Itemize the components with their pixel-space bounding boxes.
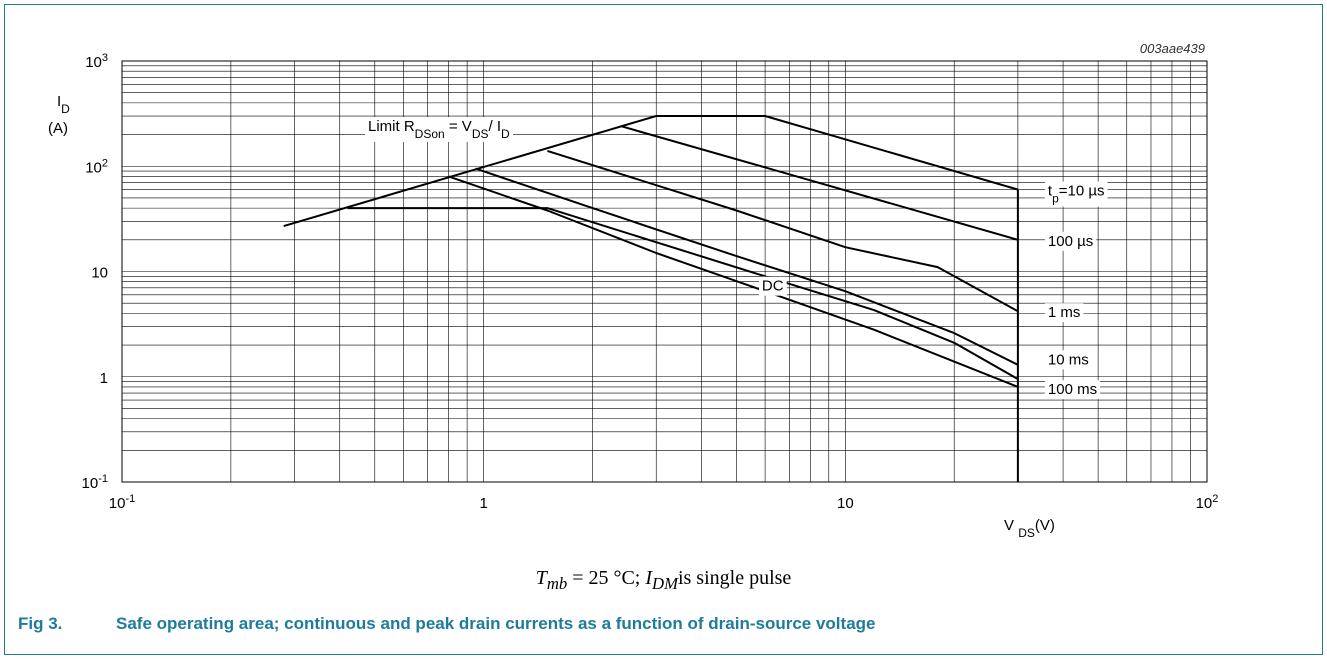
series-label-1-ms: 1 ms <box>1044 303 1084 323</box>
x-tick-label: 10 <box>837 495 854 512</box>
series-label-100-ms-text: 100 ms <box>1048 381 1097 398</box>
series-label-100-s: 100 µs <box>1044 231 1097 251</box>
figure-title: Safe operating area; continuous and peak… <box>116 614 876 633</box>
series-label-100-s-text: 100 µs <box>1048 233 1093 250</box>
y-tick-label: 1 <box>100 370 108 387</box>
series-label-dc-bg <box>758 276 787 296</box>
y-tick-label: 102 <box>85 157 108 176</box>
soa-curve-100-s <box>620 125 1019 241</box>
soa-curve-dc <box>448 175 1019 388</box>
y-tick-label: 103 <box>85 52 108 71</box>
y-tick-label: 10-1 <box>82 473 108 492</box>
x-tick-label: 102 <box>1196 493 1219 512</box>
x-tick-label: 10-1 <box>109 493 135 512</box>
soa-curve-10-ms <box>475 167 1019 366</box>
plot-area <box>121 60 1208 483</box>
series-label-100-ms: 100 ms <box>1044 380 1101 400</box>
series-label-tp-10-s: tp=10 µs <box>1044 181 1108 207</box>
soa-curve-100-ms <box>347 207 1019 380</box>
limit-rdson-line <box>283 115 657 228</box>
soa-chart: 10-1 1 10 102 10-1 1 10 102 103 ID (A) V DS(V) 003aa… <box>48 41 1219 540</box>
series-label-100-ms-bg <box>1044 380 1101 400</box>
y-axis-label: ID <box>57 93 70 116</box>
soa-curve-1-ms <box>547 149 1019 313</box>
series-label-10-ms-bg <box>1044 350 1092 370</box>
limit-rdson-label-bg <box>365 117 513 142</box>
figure-frame <box>4 4 1323 655</box>
x-axis-label: V DS(V) <box>1004 517 1055 540</box>
series-label-tp-10-s-text: tp=10 µs <box>1048 183 1105 206</box>
soa-curve-tp-10-s <box>656 115 1019 191</box>
y-tick-label: 10 <box>91 265 108 282</box>
series-label-10-ms-text: 10 ms <box>1048 351 1089 368</box>
series-label-10-ms: 10 ms <box>1044 350 1092 370</box>
figure-caption: Fig 3. Safe operating area; continuous an… <box>18 614 876 634</box>
x-tick-label: 1 <box>479 495 487 512</box>
series-label-1-ms-text: 1 ms <box>1048 304 1081 321</box>
series-label-dc-text: DC <box>762 278 784 295</box>
series-label-tp-10-s-bg <box>1044 181 1108 207</box>
limit-rdson-label-text: Limit RDSon = VDS/ ID <box>368 118 510 141</box>
series-label-100-s-bg <box>1044 231 1097 251</box>
test-condition: Tmb = 25 °C; IDMis single pulse <box>535 567 792 593</box>
y-axis-unit: (A) <box>48 120 68 137</box>
figure-code: 003aae439 <box>1140 41 1205 56</box>
limit-rdson-label: Limit RDSon = VDS/ ID <box>365 117 513 142</box>
figure-number: Fig 3. <box>18 614 63 633</box>
series-label-dc: DC <box>758 276 787 296</box>
series-label-1-ms-bg <box>1044 303 1084 323</box>
